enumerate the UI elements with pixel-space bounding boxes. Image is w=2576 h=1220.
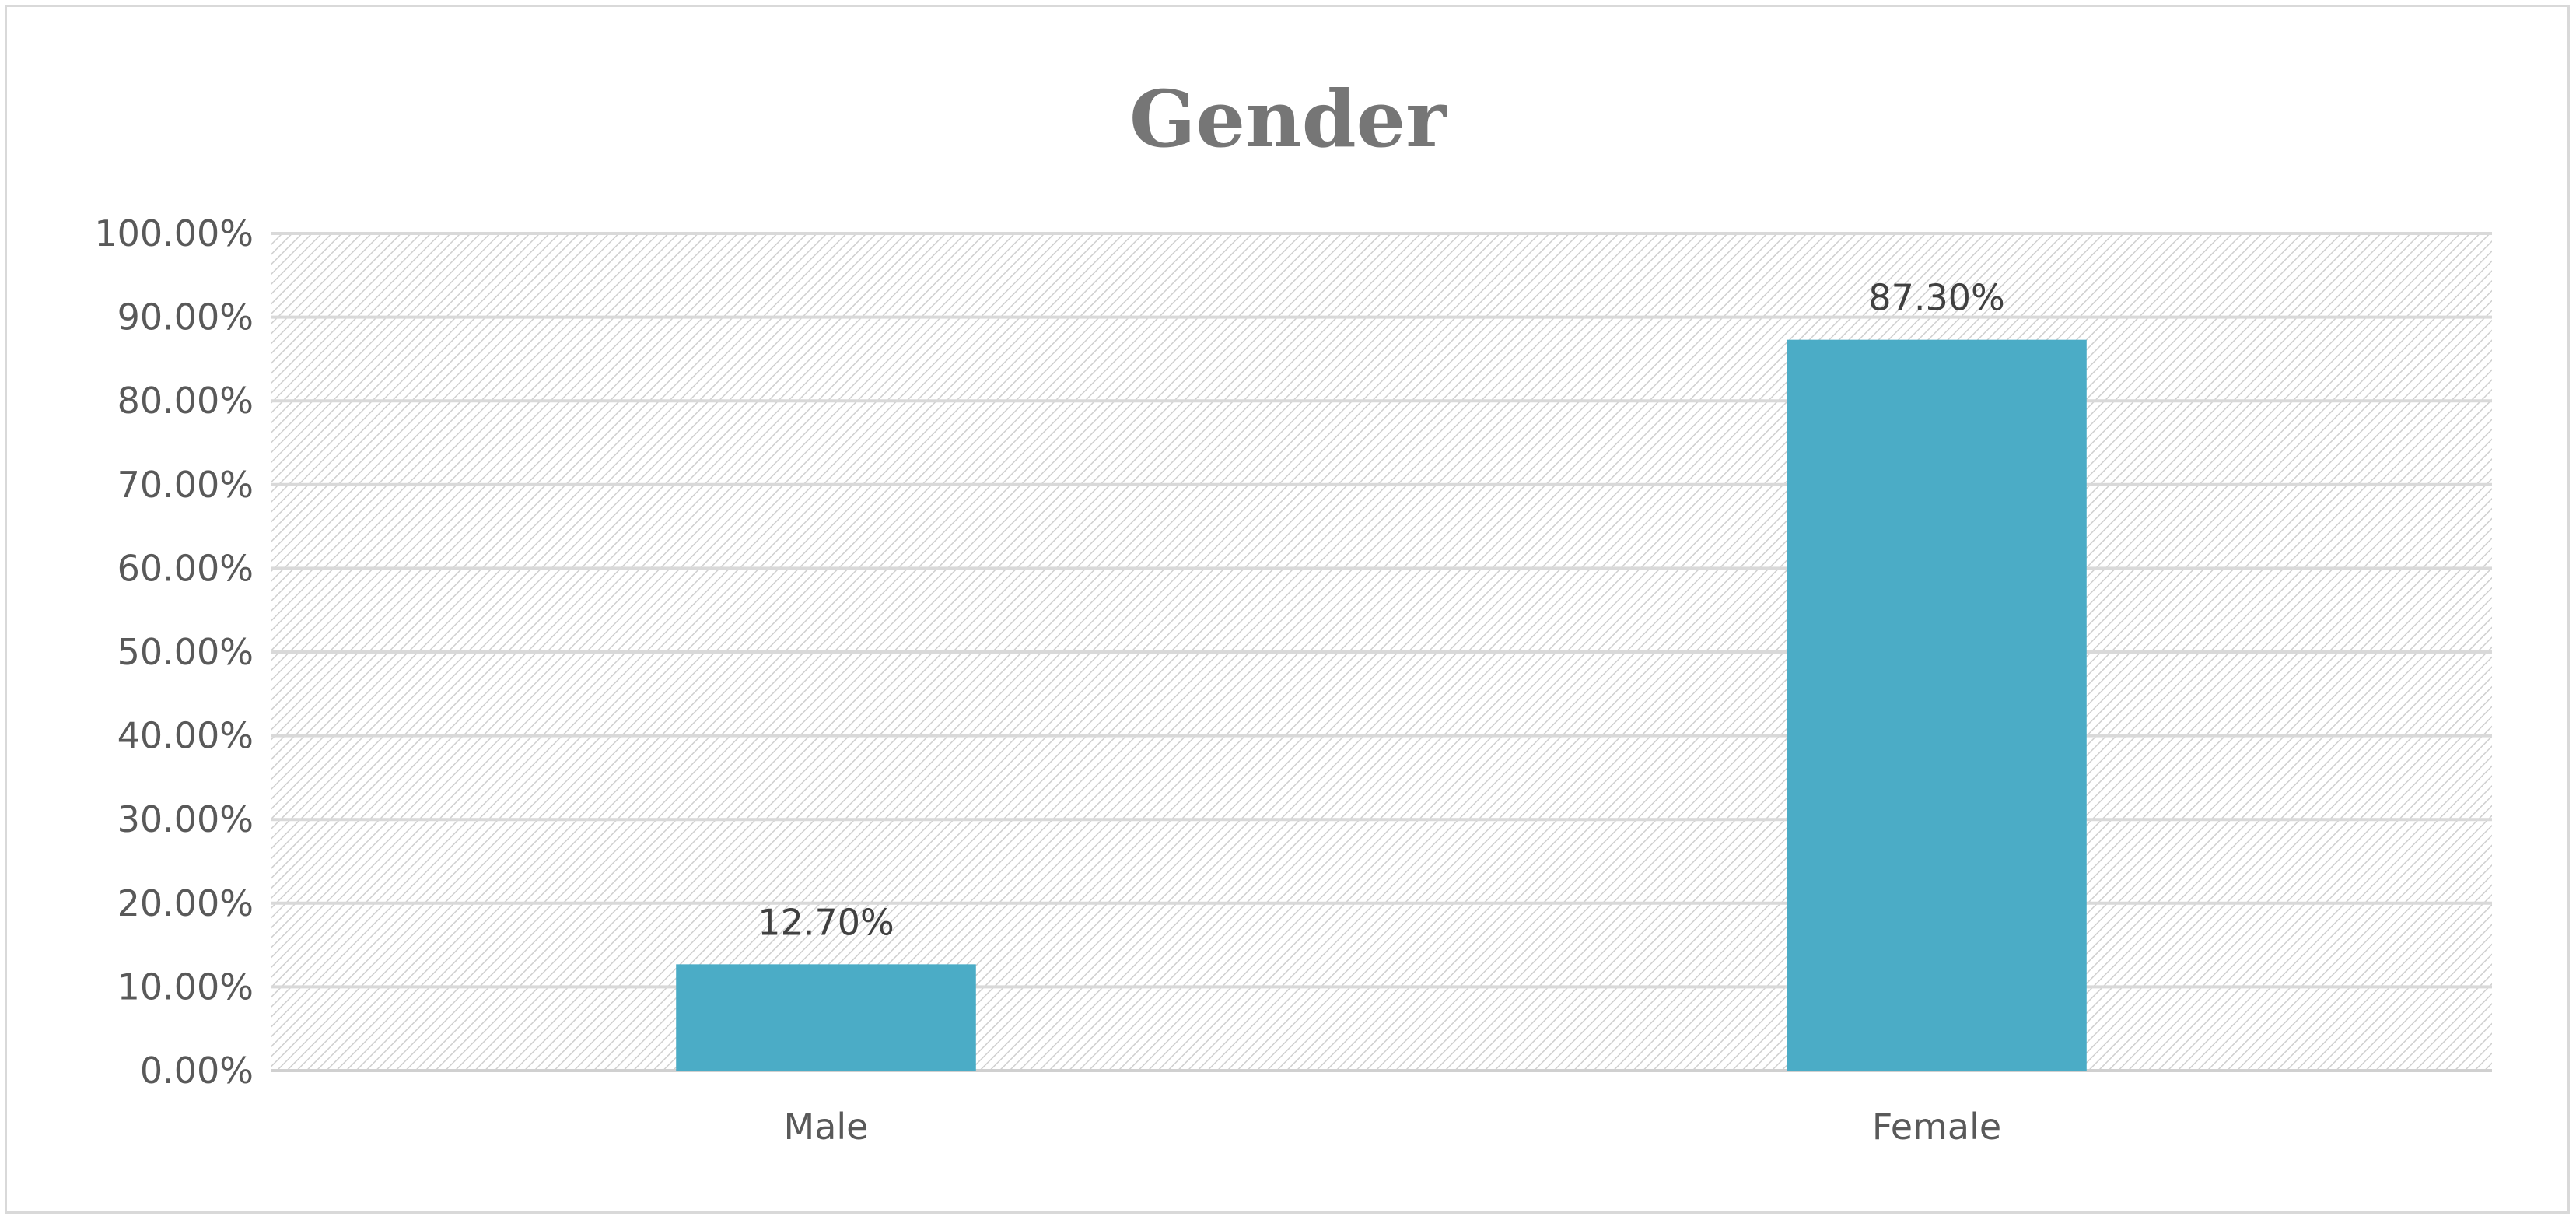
y-axis-tick-labels: 0.00% 10.00% 20.00% 30.00% 40.00% 50.00% 60.00… bbox=[94, 212, 254, 1092]
y-tick-label: 40.00% bbox=[117, 715, 254, 757]
gridlines bbox=[271, 232, 2492, 1072]
y-tick-label: 90.00% bbox=[117, 296, 254, 338]
bars bbox=[676, 339, 2087, 1071]
y-tick-label: 10.00% bbox=[117, 966, 254, 1008]
y-tick-label: 60.00% bbox=[117, 547, 254, 589]
bar-female bbox=[1787, 339, 2087, 1071]
data-label-male: 12.70% bbox=[758, 901, 894, 943]
y-tick-label: 80.00% bbox=[117, 380, 254, 422]
chart-title: Gender bbox=[1129, 73, 1447, 165]
x-tick-label-female: Female bbox=[1872, 1106, 2001, 1148]
data-label-female: 87.30% bbox=[1868, 277, 2004, 319]
y-tick-label: 20.00% bbox=[117, 882, 254, 924]
x-axis-tick-labels: Male Female bbox=[784, 1106, 2002, 1148]
data-labels: 12.70% 87.30% bbox=[758, 277, 2004, 944]
y-tick-label: 30.00% bbox=[117, 798, 254, 840]
x-tick-label-male: Male bbox=[784, 1106, 869, 1148]
y-tick-label: 50.00% bbox=[117, 631, 254, 673]
y-tick-label: 70.00% bbox=[117, 464, 254, 506]
bar-male bbox=[676, 964, 976, 1071]
y-tick-label: 100.00% bbox=[94, 212, 254, 254]
y-tick-label: 0.00% bbox=[140, 1050, 254, 1092]
